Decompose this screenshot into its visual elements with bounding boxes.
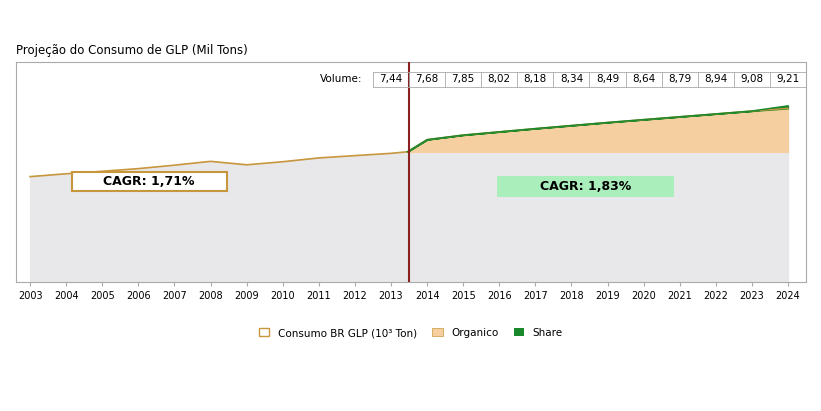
FancyBboxPatch shape: [71, 172, 227, 191]
Text: CAGR: 1,83%: CAGR: 1,83%: [540, 180, 631, 193]
Text: 8,02: 8,02: [488, 74, 511, 84]
Text: 8,94: 8,94: [704, 74, 727, 84]
Text: 8,49: 8,49: [596, 74, 619, 84]
Text: Volume:: Volume:: [319, 74, 362, 84]
Text: 8,34: 8,34: [560, 74, 583, 84]
Text: 7,68: 7,68: [415, 74, 438, 84]
Text: 9,08: 9,08: [741, 74, 764, 84]
Text: 7,44: 7,44: [379, 74, 402, 84]
Text: Projeção do Consumo de GLP (Mil Tons): Projeção do Consumo de GLP (Mil Tons): [16, 44, 247, 57]
Text: CENÁRIO MODERADO: CENÁRIO MODERADO: [574, 21, 740, 35]
Text: 9,21: 9,21: [777, 74, 800, 84]
Text: 8,64: 8,64: [632, 74, 655, 84]
Text: 7,85: 7,85: [452, 74, 475, 84]
Legend: Consumo BR GLP (10³ Ton), Organico, Share: Consumo BR GLP (10³ Ton), Organico, Shar…: [255, 324, 567, 342]
Text: 8,18: 8,18: [524, 74, 547, 84]
Text: CÉNÁRIO MODERADO: CÉNÁRIO MODERADO: [574, 21, 740, 35]
Text: CAGR: 1,71%: CAGR: 1,71%: [103, 175, 195, 188]
Text: 8,79: 8,79: [668, 74, 691, 84]
FancyBboxPatch shape: [498, 175, 674, 197]
